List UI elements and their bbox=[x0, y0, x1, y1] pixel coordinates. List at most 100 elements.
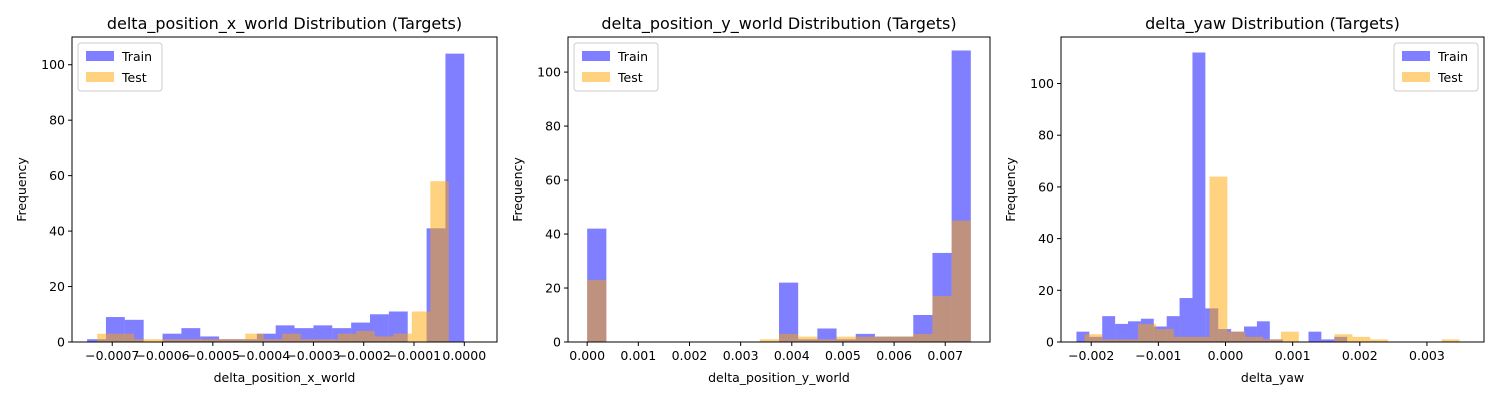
y-tick-label: 0 bbox=[553, 335, 561, 350]
x-tick-label: 0.003 bbox=[723, 348, 759, 363]
x-axis-label: delta_position_y_world bbox=[708, 370, 850, 385]
legend-swatch-train bbox=[1402, 51, 1430, 61]
bar-test-15 bbox=[1352, 336, 1371, 342]
bar-train-9 bbox=[256, 333, 276, 342]
x-axis-label: delta_position_x_world bbox=[214, 370, 356, 385]
y-tick-label: 60 bbox=[1038, 179, 1054, 194]
bar-train-0 bbox=[87, 339, 106, 342]
plot-frame bbox=[71, 36, 498, 343]
legend: Train Test bbox=[1393, 42, 1479, 92]
bar-test-7 bbox=[226, 339, 246, 342]
bar-test-7 bbox=[1209, 176, 1228, 342]
bar-test-6 bbox=[208, 339, 227, 342]
y-tick-label: 80 bbox=[1038, 128, 1054, 143]
x-tick-label: −0.0001 bbox=[387, 348, 441, 363]
bar-test-3 bbox=[1138, 323, 1156, 342]
y-tick-label: 20 bbox=[1038, 283, 1054, 298]
x-tick-label: 0.006 bbox=[876, 348, 912, 363]
y-axis-label: Frequency bbox=[14, 157, 29, 222]
x-axis-label: delta_yaw bbox=[1241, 370, 1304, 385]
y-axis-ticks: 0 20 40 60 80 100 bbox=[537, 65, 568, 350]
legend-label-test: Test bbox=[121, 70, 147, 85]
y-tick-label: 20 bbox=[49, 279, 65, 294]
bar-test-13 bbox=[337, 333, 357, 342]
y-tick-label: 40 bbox=[1038, 231, 1054, 246]
legend-swatch-train bbox=[582, 51, 610, 61]
y-tick-label: 20 bbox=[545, 281, 561, 296]
legend-label-train: Train bbox=[1437, 49, 1468, 64]
y-tick-label: 100 bbox=[537, 65, 561, 80]
bar-train-4 bbox=[162, 333, 182, 342]
bar-test-16 bbox=[894, 336, 914, 342]
bar-test-10 bbox=[282, 333, 301, 342]
bar-test-4 bbox=[171, 339, 190, 342]
bar-train-12 bbox=[313, 325, 333, 342]
y-tick-label: 100 bbox=[1030, 76, 1054, 91]
bar-test-11 bbox=[300, 339, 320, 342]
legend-label-train: Train bbox=[617, 49, 648, 64]
bar-train-19 bbox=[445, 53, 465, 343]
x-axis-ticks: −0.0007−0.0006−0.0005−0.0004−0.0003−0.00… bbox=[85, 342, 486, 363]
x-tick-label: 0.001 bbox=[1275, 348, 1311, 363]
x-tick-label: −0.0003 bbox=[286, 348, 340, 363]
x-axis-ticks: −0.002 −0.001 0.000 0.001 0.002 0.003 bbox=[1068, 342, 1445, 363]
bar-train-18 bbox=[1308, 331, 1322, 342]
bar-test-11 bbox=[1280, 331, 1299, 342]
legend-swatch-test bbox=[86, 72, 114, 82]
bar-test-0 bbox=[97, 333, 116, 342]
bar-test-19 bbox=[951, 220, 971, 342]
bar-train-12 bbox=[817, 328, 837, 342]
bar-test-6 bbox=[1191, 336, 1210, 342]
y-axis-ticks: 0 20 40 60 80 100 bbox=[41, 57, 72, 350]
bar-test-10 bbox=[779, 333, 799, 342]
legend-label-train: Train bbox=[121, 49, 152, 64]
bar-test-20 bbox=[1441, 339, 1460, 342]
x-tick-label: −0.0002 bbox=[337, 348, 391, 363]
x-tick-label: −0.0004 bbox=[236, 348, 290, 363]
bar-test-13 bbox=[836, 336, 856, 342]
bar-test-1 bbox=[1102, 339, 1121, 342]
bar-test-15 bbox=[874, 336, 895, 342]
bar-test-0 bbox=[587, 279, 607, 342]
bar-test-4 bbox=[1155, 329, 1174, 342]
legend-swatch-train bbox=[86, 51, 114, 61]
bar-test-1 bbox=[115, 333, 135, 342]
chart-delta-position-y: 0.000 0.001 0.002 0.003 0.004 0.005 0.006 0.007… bbox=[510, 14, 991, 385]
bar-test-17 bbox=[411, 311, 431, 342]
x-tick-label: 0.0000 bbox=[442, 348, 486, 363]
y-axis-ticks: 0 20 40 60 80 100 bbox=[1030, 76, 1061, 350]
legend-swatch-test bbox=[582, 72, 610, 82]
bar-train-2 bbox=[1102, 316, 1116, 342]
chart-title: delta_position_x_world Distribution (Tar… bbox=[107, 14, 462, 34]
y-tick-label: 0 bbox=[57, 335, 65, 350]
x-tick-label: 0.001 bbox=[620, 348, 656, 363]
chart-title: delta_position_y_world Distribution (Tar… bbox=[601, 14, 956, 34]
y-tick-label: 40 bbox=[49, 224, 65, 239]
legend: Train Test bbox=[77, 42, 163, 92]
x-tick-label: −0.002 bbox=[1068, 348, 1114, 363]
x-tick-label: −0.0005 bbox=[186, 348, 240, 363]
bar-test-12 bbox=[319, 339, 338, 342]
bar-test-16 bbox=[393, 333, 412, 342]
bar-test-8 bbox=[245, 333, 264, 342]
bar-test-16 bbox=[1370, 339, 1389, 342]
bar-train-5 bbox=[181, 328, 201, 342]
x-tick-label: 0.003 bbox=[1409, 348, 1445, 363]
legend-swatch-test bbox=[1402, 72, 1430, 82]
bar-test-18 bbox=[430, 181, 449, 342]
x-tick-label: −0.0006 bbox=[135, 348, 189, 363]
bar-train-4 bbox=[1128, 321, 1141, 342]
bar-test-18 bbox=[932, 296, 952, 342]
x-tick-label: 0.002 bbox=[1342, 348, 1378, 363]
x-tick-label: 0.004 bbox=[774, 348, 810, 363]
bar-test-14 bbox=[1334, 334, 1353, 342]
bar-test-10 bbox=[1263, 339, 1281, 342]
y-axis-label: Frequency bbox=[510, 157, 525, 222]
bar-test-8 bbox=[1227, 331, 1246, 342]
x-tick-label: 0.007 bbox=[927, 348, 963, 363]
bar-test-17 bbox=[913, 333, 933, 342]
bar-test-5 bbox=[189, 339, 209, 342]
bar-train-8 bbox=[1179, 298, 1193, 342]
plot-frame bbox=[1060, 36, 1485, 343]
